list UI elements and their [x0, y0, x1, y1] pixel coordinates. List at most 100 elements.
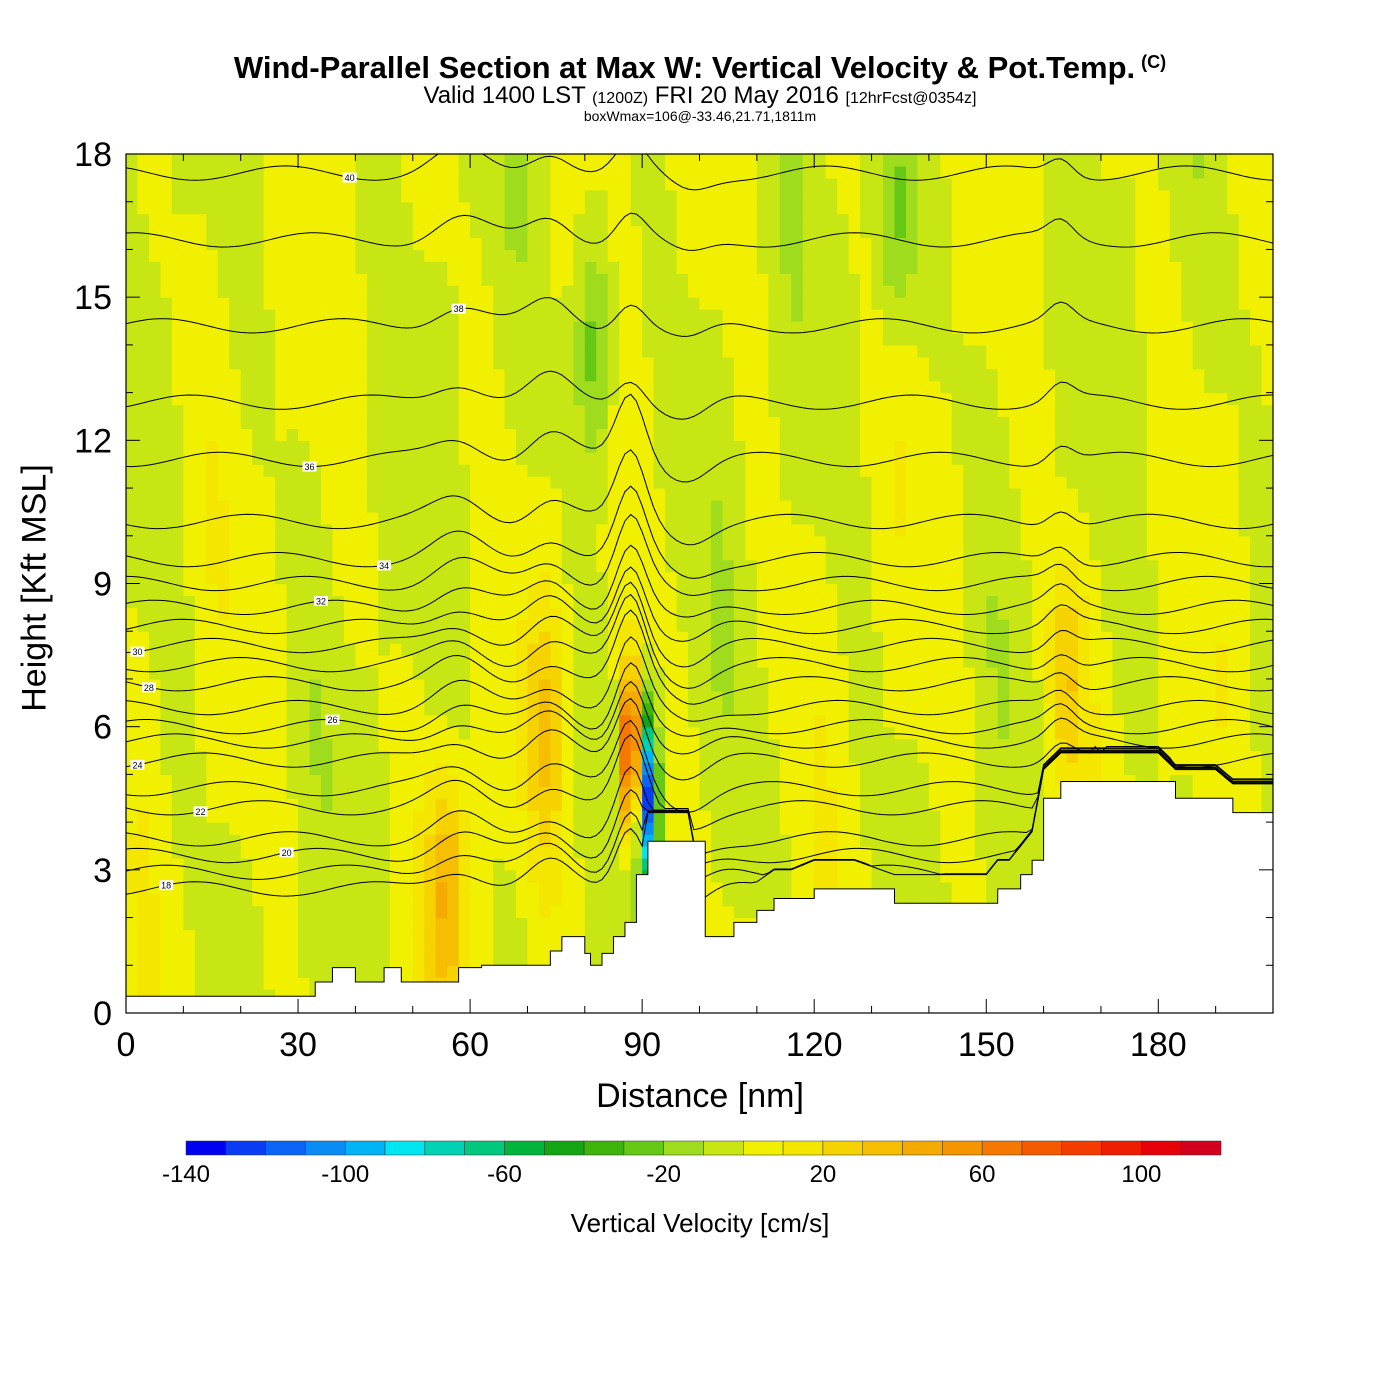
velocity-cell: [596, 857, 609, 871]
velocity-cell: [275, 714, 288, 728]
velocity-cell: [871, 380, 884, 394]
velocity-cell: [481, 177, 494, 191]
velocity-cell: [355, 392, 368, 406]
velocity-cell: [183, 416, 196, 430]
velocity-cell: [699, 249, 712, 262]
velocity-cell: [401, 953, 414, 966]
velocity-cell: [676, 738, 689, 752]
velocity-cell: [779, 726, 792, 740]
velocity-cell: [240, 523, 253, 537]
velocity-cell: [871, 154, 884, 167]
velocity-cell: [550, 237, 563, 251]
velocity-cell: [389, 332, 402, 346]
velocity-cell: [320, 523, 334, 537]
velocity-cell: [206, 368, 219, 382]
velocity-cell: [194, 822, 207, 835]
velocity-cell: [252, 953, 265, 966]
velocity-cell: [504, 881, 517, 895]
velocity-cell: [493, 499, 506, 513]
velocity-cell: [538, 643, 551, 656]
velocity-cell: [470, 488, 483, 501]
velocity-cell: [424, 678, 437, 692]
velocity-cell: [160, 476, 173, 489]
velocity-cell: [137, 619, 150, 632]
velocity-cell: [458, 810, 471, 823]
velocity-cell: [424, 965, 437, 978]
velocity-cell: [538, 881, 551, 895]
velocity-cell: [320, 249, 334, 262]
velocity-cell: [298, 201, 311, 215]
velocity-cell: [298, 309, 311, 322]
velocity-cell: [779, 822, 792, 835]
velocity-cell: [538, 893, 551, 907]
velocity-cell: [768, 416, 781, 430]
velocity-cell: [768, 857, 781, 871]
velocity-cell: [137, 953, 150, 966]
velocity-cell: [802, 834, 815, 847]
velocity-cell: [148, 392, 162, 406]
velocity-cell: [733, 368, 746, 382]
velocity-cell: [515, 559, 529, 573]
velocity-cell: [343, 726, 356, 740]
velocity-cell: [183, 881, 196, 895]
velocity-cell: [126, 476, 139, 489]
velocity-cell: [722, 857, 735, 871]
velocity-cell: [894, 416, 907, 430]
velocity-cell: [343, 201, 356, 215]
velocity-cell: [699, 678, 712, 692]
velocity-cell: [791, 476, 804, 489]
velocity-cell: [447, 273, 460, 286]
velocity-cell: [252, 678, 265, 692]
velocity-cell: [871, 356, 884, 370]
velocity-cell: [630, 857, 643, 871]
velocity-cell: [584, 297, 597, 310]
velocity-cell: [240, 297, 253, 310]
velocity-cell: [848, 535, 861, 549]
velocity-cell: [389, 559, 402, 573]
velocity-cell: [596, 678, 609, 692]
velocity-cell: [148, 261, 162, 274]
velocity-cell: [126, 380, 139, 394]
velocity-cell: [126, 297, 139, 310]
velocity-cell: [538, 344, 551, 358]
velocity-cell: [401, 750, 414, 764]
velocity-cell: [733, 631, 746, 644]
velocity-cell: [814, 332, 827, 346]
velocity-cell: [470, 177, 483, 191]
velocity-cell: [825, 344, 838, 358]
velocity-cell: [378, 810, 391, 823]
velocity-cell: [298, 416, 311, 430]
velocity-cell: [584, 273, 597, 286]
velocity-cell: [596, 452, 609, 465]
velocity-cell: [263, 810, 276, 823]
velocity-cell: [126, 619, 139, 632]
velocity-cell: [848, 440, 861, 453]
velocity-cell: [298, 786, 311, 799]
velocity-cell: [343, 810, 356, 823]
velocity-cell: [688, 177, 701, 191]
velocity-cell: [745, 440, 758, 453]
velocity-cell: [515, 332, 529, 346]
velocity-cell: [229, 917, 242, 931]
velocity-cell: [584, 261, 597, 274]
velocity-cell: [183, 690, 196, 704]
velocity-cell: [573, 392, 586, 406]
velocity-cell: [642, 201, 655, 215]
velocity-cell: [791, 810, 804, 823]
velocity-cell: [412, 726, 425, 740]
velocity-cell: [332, 547, 345, 561]
velocity-cell: [126, 905, 139, 919]
velocity-cell: [160, 559, 173, 573]
velocity-cell: [332, 499, 345, 513]
velocity-cell: [275, 726, 288, 740]
velocity-cell: [378, 893, 391, 907]
velocity-cell: [710, 380, 724, 394]
velocity-cell: [561, 631, 574, 644]
velocity-cell: [676, 571, 689, 585]
velocity-cell: [263, 738, 276, 752]
velocity-cell: [298, 702, 311, 716]
velocity-cell: [665, 583, 678, 597]
velocity-cell: [515, 607, 529, 620]
velocity-cell: [126, 404, 139, 418]
velocity-cell: [837, 571, 850, 585]
